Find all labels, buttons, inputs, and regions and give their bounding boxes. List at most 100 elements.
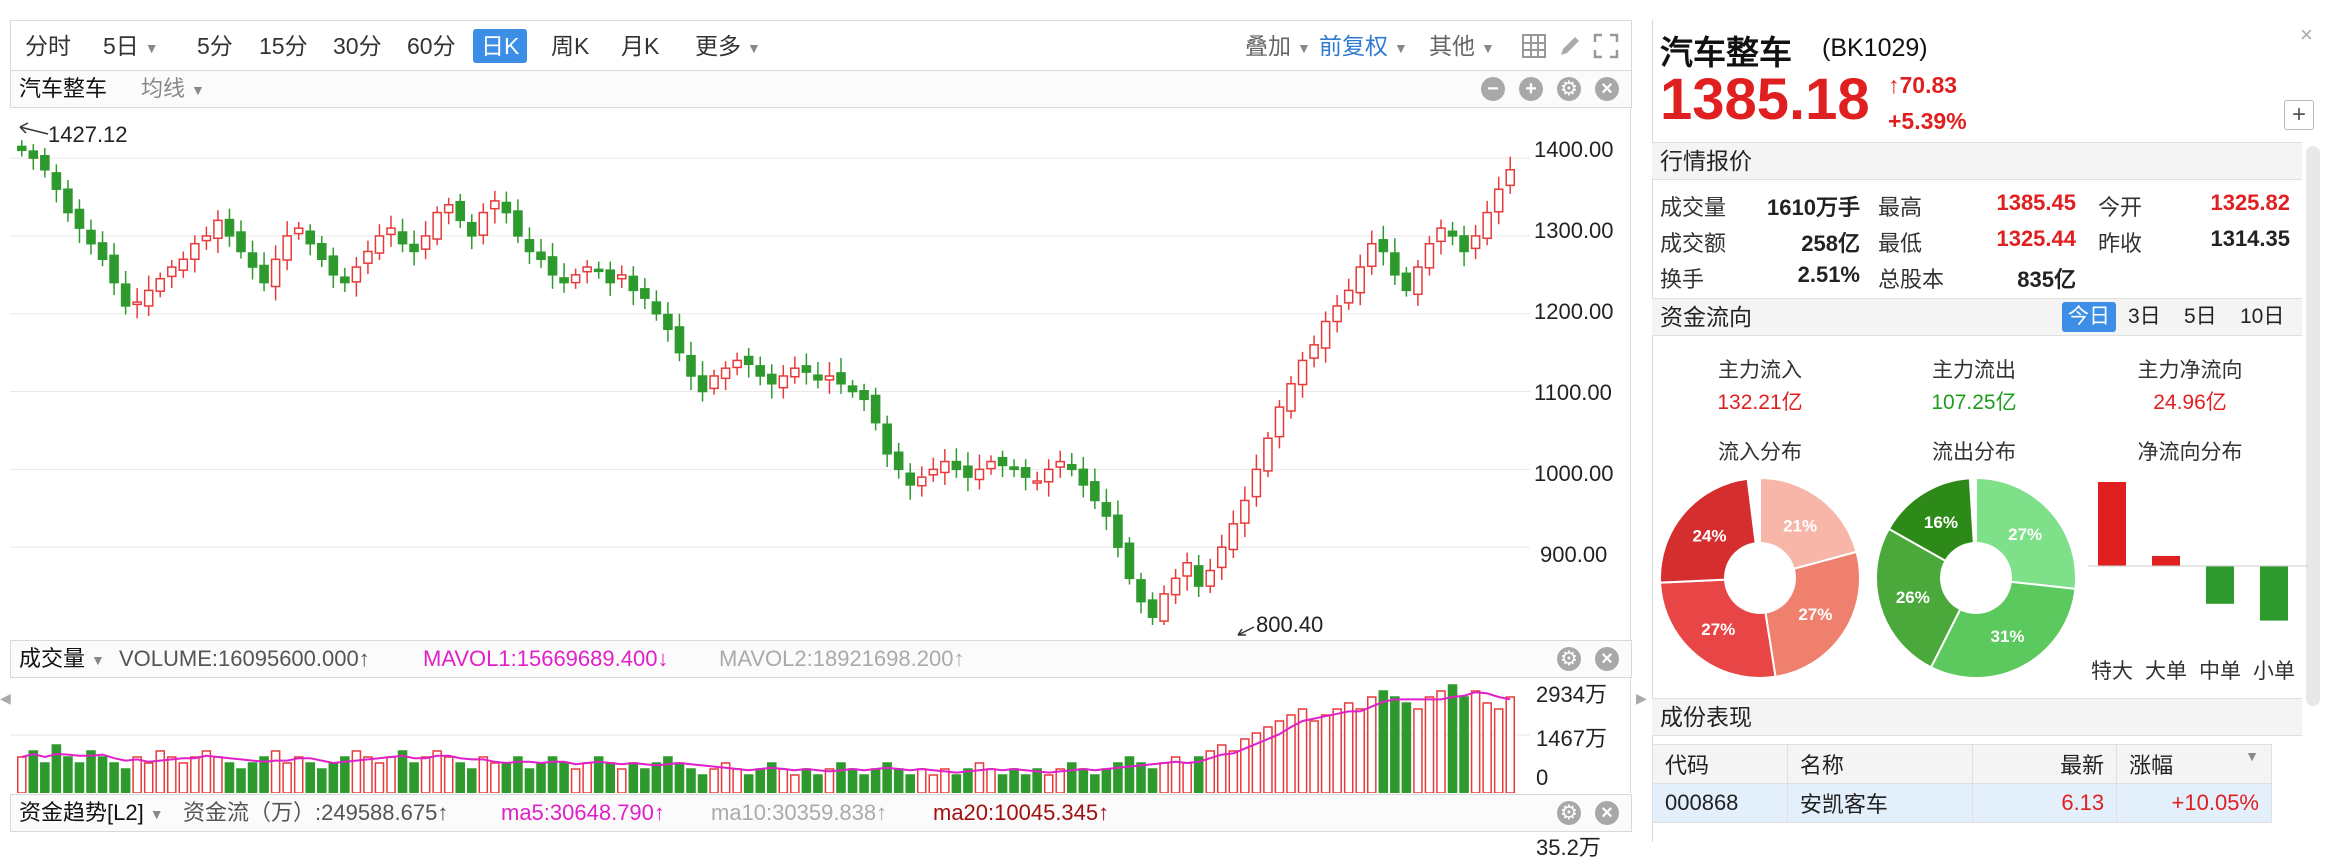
volume-bar bbox=[940, 768, 950, 793]
candle bbox=[640, 277, 650, 310]
volume-bar bbox=[963, 768, 973, 793]
pie-slice-label: 26% bbox=[1896, 588, 1930, 607]
gear-icon[interactable]: ⚙ bbox=[1557, 647, 1581, 671]
tab-weekly-k[interactable]: 周K bbox=[551, 33, 590, 59]
candle bbox=[893, 442, 904, 479]
tab-15min[interactable]: 15分 bbox=[259, 33, 308, 59]
chevron-down-icon: ▼ bbox=[747, 39, 761, 56]
candle bbox=[455, 193, 466, 229]
fullscreen-icon[interactable] bbox=[1593, 33, 1619, 59]
candle bbox=[628, 266, 639, 306]
candle bbox=[1309, 335, 1319, 368]
volume-dropdown[interactable]: 成交量 ▼ bbox=[19, 641, 105, 678]
components-title: 成份表现 bbox=[1660, 704, 1752, 730]
volume-bar bbox=[674, 762, 685, 793]
candle bbox=[97, 231, 108, 267]
volume-chart[interactable] bbox=[10, 677, 1530, 793]
volume-bar bbox=[743, 774, 754, 793]
fund-panel-header: 资金趋势[L2] ▼ 资金流（万）:249588.675↑ ma5:30648.7… bbox=[10, 794, 1632, 832]
volume-bar bbox=[386, 756, 396, 793]
volume-bar bbox=[974, 762, 985, 793]
candle bbox=[1193, 554, 1204, 597]
candle bbox=[663, 302, 673, 342]
period-3day[interactable]: 3日 bbox=[2128, 305, 2161, 328]
more-dropdown[interactable]: 更多 ▼ bbox=[687, 29, 769, 63]
volume-bar bbox=[374, 762, 385, 793]
col-code[interactable]: 代码 bbox=[1652, 744, 1788, 784]
quote-value: 1325.82 bbox=[2210, 190, 2290, 215]
price-tick: 900.00 bbox=[1540, 542, 1608, 567]
high-marker: 1427.12 bbox=[48, 122, 128, 147]
volume-bar bbox=[997, 774, 1008, 793]
tab-intraday[interactable]: 分时 bbox=[25, 33, 71, 59]
pie-slice-label: 27% bbox=[1701, 620, 1735, 639]
gear-icon[interactable]: ⚙ bbox=[1557, 77, 1581, 101]
candle bbox=[593, 261, 604, 279]
zoom-out-icon[interactable]: − bbox=[1481, 77, 1505, 101]
col-price[interactable]: 最新 bbox=[1971, 744, 2118, 784]
quote-value: 2.51% bbox=[1797, 262, 1860, 287]
volume-bar bbox=[1505, 696, 1516, 793]
ma-indicator-dropdown[interactable]: 均线 ▼ bbox=[141, 71, 205, 108]
price-tick: 1300.00 bbox=[1534, 218, 1614, 243]
volume-bar bbox=[905, 774, 916, 793]
candle bbox=[420, 221, 431, 260]
chevron-down-icon: ▼ bbox=[1297, 39, 1311, 56]
quote-label: 今开 bbox=[2098, 195, 2143, 220]
candle bbox=[466, 214, 477, 250]
volume-bar bbox=[397, 750, 408, 793]
candle bbox=[1009, 459, 1019, 478]
collapse-left-icon[interactable]: ◀ bbox=[0, 690, 11, 706]
volume-bar bbox=[1182, 762, 1192, 793]
fund-trend-dropdown[interactable]: 资金趋势[L2] ▼ bbox=[19, 795, 164, 832]
close-icon[interactable]: × bbox=[1595, 801, 1619, 825]
volume-bar bbox=[536, 762, 546, 793]
zoom-in-icon[interactable]: + bbox=[1519, 77, 1543, 101]
collapse-right-icon[interactable]: ▶ bbox=[1636, 690, 1647, 706]
scrollbar[interactable] bbox=[2306, 146, 2320, 706]
add-watchlist-button[interactable]: + bbox=[2284, 100, 2314, 130]
other-dropdown[interactable]: 其他 ▼ bbox=[1421, 29, 1503, 63]
overlay-dropdown[interactable]: 叠加 ▼ bbox=[1237, 29, 1319, 63]
gear-icon[interactable]: ⚙ bbox=[1557, 801, 1581, 825]
candlestick-chart[interactable] bbox=[10, 107, 1530, 640]
tab-60min[interactable]: 60分 bbox=[407, 33, 456, 59]
candle bbox=[363, 240, 373, 275]
net-flow-bar bbox=[2098, 482, 2126, 566]
table-row[interactable]: 000868 安凯客车 6.13 +10.05% bbox=[1652, 783, 2272, 823]
tab-daily-k[interactable]: 日K bbox=[473, 29, 528, 63]
col-name[interactable]: 名称 bbox=[1786, 744, 1973, 784]
draw-pen-icon[interactable] bbox=[1557, 33, 1583, 59]
close-icon[interactable]: × bbox=[1595, 647, 1619, 671]
volume-bar bbox=[1170, 756, 1181, 793]
period-10day[interactable]: 10日 bbox=[2240, 305, 2285, 328]
volume-bar bbox=[824, 768, 835, 793]
volume-bar bbox=[1193, 756, 1204, 793]
inflow-label: 主力流入 bbox=[1718, 359, 1802, 382]
period-today[interactable]: 今日 bbox=[2062, 302, 2116, 332]
volume-bar bbox=[1216, 744, 1227, 793]
candle bbox=[1332, 295, 1342, 333]
fund-flow-section-header: 资金流向 bbox=[1652, 298, 2302, 336]
tab-monthly-k[interactable]: 月K bbox=[621, 33, 660, 59]
period-5day[interactable]: 5日 bbox=[2184, 305, 2217, 328]
tab-5day[interactable]: 5日 ▼ bbox=[95, 29, 167, 63]
volume-bar bbox=[847, 768, 858, 793]
col-pct[interactable]: 涨幅 ▼ bbox=[2116, 744, 2272, 784]
tab-30min[interactable]: 30分 bbox=[333, 33, 382, 59]
candle bbox=[1470, 225, 1481, 260]
volume-bar bbox=[1493, 708, 1504, 793]
candle bbox=[1240, 486, 1250, 538]
close-icon[interactable]: × bbox=[1595, 77, 1619, 101]
volume-bar bbox=[455, 762, 466, 793]
candle bbox=[1205, 558, 1216, 594]
candle bbox=[1216, 534, 1227, 580]
volume-bar bbox=[1459, 696, 1469, 793]
grid-layout-icon[interactable] bbox=[1521, 33, 1547, 59]
adjust-dropdown[interactable]: 前复权 ▼ bbox=[1311, 29, 1416, 63]
candle bbox=[1274, 400, 1285, 449]
close-icon[interactable]: × bbox=[2300, 22, 2313, 47]
row-name: 安凯客车 bbox=[1786, 783, 1973, 823]
tab-5min[interactable]: 5分 bbox=[197, 33, 233, 59]
volume-bar bbox=[120, 768, 131, 793]
